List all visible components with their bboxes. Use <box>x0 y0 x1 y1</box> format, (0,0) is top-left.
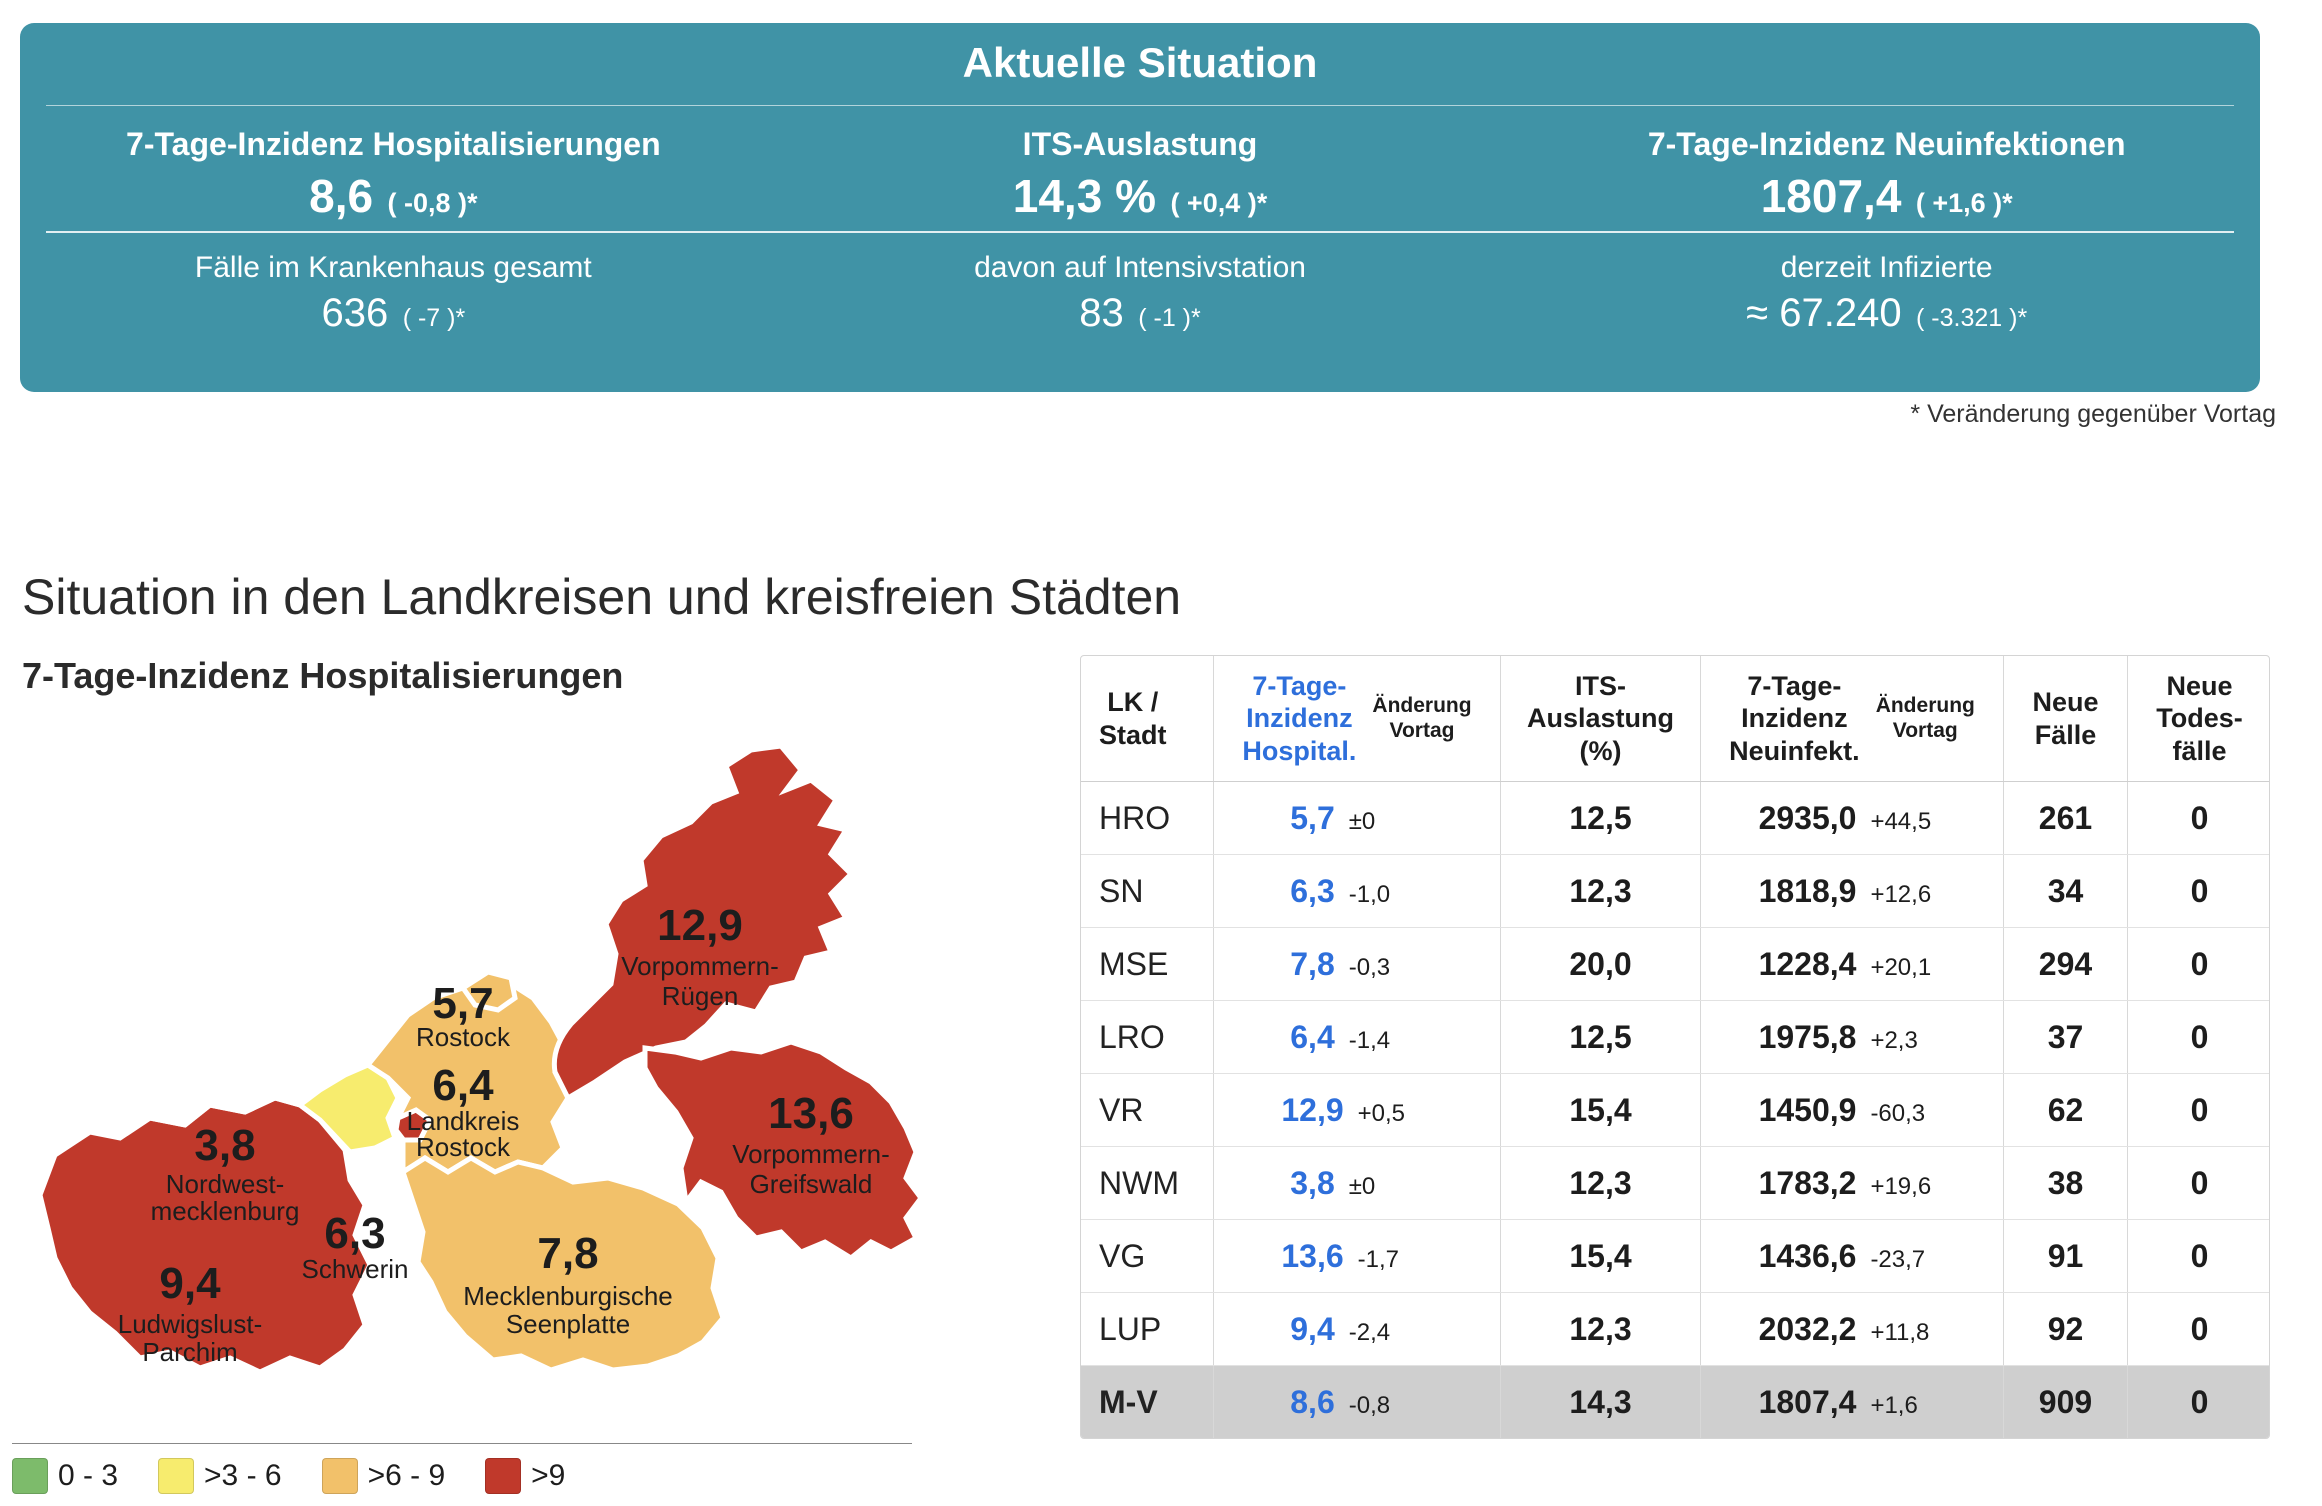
svg-text:Rostock: Rostock <box>416 1022 511 1052</box>
svg-text:Parchim: Parchim <box>142 1337 237 1367</box>
svg-text:13,6: 13,6 <box>768 1089 854 1138</box>
svg-text:Greifswald: Greifswald <box>750 1169 873 1199</box>
svg-text:mecklenburg: mecklenburg <box>151 1196 300 1226</box>
svg-text:3,8: 3,8 <box>194 1121 255 1170</box>
svg-text:Rügen: Rügen <box>662 981 739 1011</box>
svg-text:Schwerin: Schwerin <box>302 1254 409 1284</box>
svg-text:Ludwigslust-: Ludwigslust- <box>118 1309 263 1339</box>
svg-text:Seenplatte: Seenplatte <box>506 1309 630 1339</box>
svg-text:9,4: 9,4 <box>159 1259 221 1308</box>
svg-text:Nordwest-: Nordwest- <box>166 1169 284 1199</box>
svg-text:7,8: 7,8 <box>537 1229 598 1278</box>
svg-text:Mecklenburgische: Mecklenburgische <box>463 1281 673 1311</box>
svg-text:Rostock: Rostock <box>416 1132 511 1162</box>
svg-text:5,7: 5,7 <box>432 979 493 1028</box>
svg-text:Vorpommern-: Vorpommern- <box>732 1139 890 1169</box>
svg-text:Vorpommern-: Vorpommern- <box>621 951 779 981</box>
svg-text:12,9: 12,9 <box>657 901 743 950</box>
svg-text:6,4: 6,4 <box>432 1061 494 1110</box>
svg-text:6,3: 6,3 <box>324 1209 385 1258</box>
